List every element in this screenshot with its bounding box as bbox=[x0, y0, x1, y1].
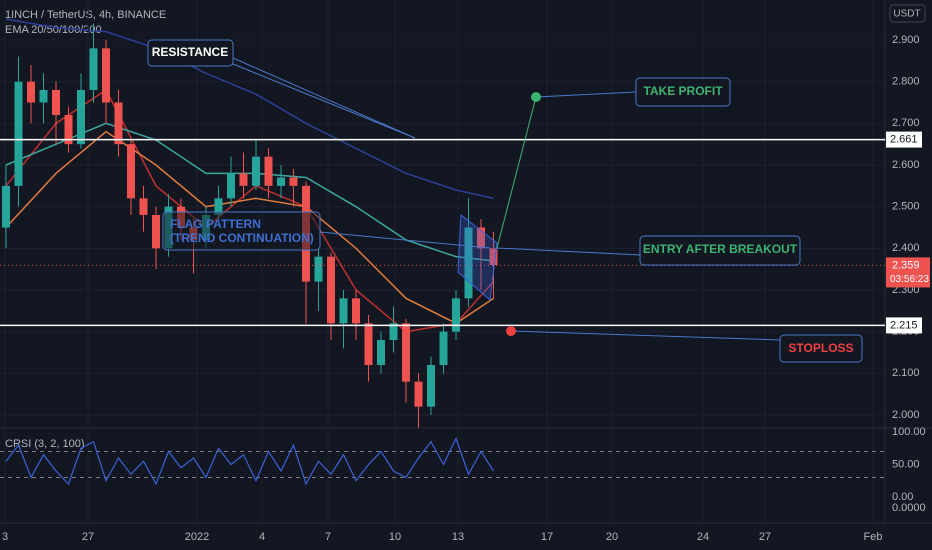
target-path bbox=[496, 96, 537, 249]
level-tag bbox=[886, 131, 922, 148]
level-label: 2.215 bbox=[890, 319, 918, 331]
candle-body bbox=[239, 173, 248, 186]
candle-body bbox=[327, 256, 335, 324]
currency[interactable]: USDT bbox=[893, 9, 920, 20]
price-tick: 2.400 bbox=[892, 242, 920, 254]
level-tag bbox=[886, 317, 922, 334]
tp-box bbox=[635, 77, 731, 107]
candle-body bbox=[464, 227, 473, 299]
time-label: 27 bbox=[82, 531, 94, 543]
rsi-tick: 50.00 bbox=[892, 458, 920, 470]
time-label: 27 bbox=[759, 531, 771, 543]
ema-line bbox=[5, 130, 494, 325]
candle-body bbox=[352, 298, 360, 324]
resistance-box bbox=[147, 39, 234, 67]
time-label: 3 bbox=[2, 531, 8, 543]
entry-pointer bbox=[496, 247, 641, 256]
resistance-pointer bbox=[232, 57, 416, 139]
candle-body bbox=[477, 227, 485, 249]
last-price-label: 2.359 bbox=[892, 259, 920, 271]
price-tick: 2.600 bbox=[892, 159, 920, 171]
candle-body bbox=[389, 323, 398, 340]
candle-body bbox=[264, 156, 273, 186]
take-profit-label: TAKE PROFIT bbox=[643, 84, 723, 98]
time-label: 20 bbox=[606, 531, 618, 543]
candle-body bbox=[139, 198, 148, 215]
candle-body bbox=[2, 185, 10, 228]
rsi-label: CRSI (3, 2, 100) bbox=[5, 438, 84, 450]
symbol-title: 1INCH / TetherUS, 4h, BINANCE bbox=[5, 9, 166, 21]
candle-body bbox=[289, 177, 298, 186]
stoploss-dot bbox=[506, 326, 516, 336]
candle-body bbox=[414, 381, 423, 407]
candle-body bbox=[489, 248, 498, 265]
time-label: 24 bbox=[697, 531, 709, 543]
resistance-pointer bbox=[232, 63, 416, 139]
candle-body bbox=[364, 323, 373, 365]
price-tick: 2.500 bbox=[892, 201, 920, 213]
ema-line bbox=[5, 18, 494, 200]
time-label: 2022 bbox=[185, 531, 209, 543]
stoploss-label: STOPLOSS bbox=[788, 341, 853, 355]
candle-body bbox=[77, 90, 85, 145]
rsi-tick: 100.00 bbox=[892, 426, 926, 438]
currency-box[interactable] bbox=[889, 4, 926, 23]
flag-label: FLAG PATTERN bbox=[170, 217, 261, 231]
candle-body bbox=[127, 144, 135, 199]
candle-body bbox=[114, 102, 123, 145]
resistance-label: RESISTANCE bbox=[152, 45, 228, 59]
candle-body bbox=[14, 81, 23, 186]
rsi-line bbox=[5, 436, 495, 486]
candle-body bbox=[89, 48, 98, 90]
candle-body bbox=[214, 198, 223, 215]
time-label: 4 bbox=[259, 531, 265, 543]
indicator-label: EMA 20/50/100/200 bbox=[5, 24, 102, 36]
candle-body bbox=[39, 90, 48, 103]
price-tick: 2.000 bbox=[892, 409, 920, 421]
price-tick: 2.100 bbox=[892, 367, 920, 379]
candle-body bbox=[314, 256, 323, 282]
candle-body bbox=[402, 323, 410, 382]
candle-body bbox=[377, 340, 385, 365]
candle-body bbox=[452, 298, 460, 332]
flag-pattern bbox=[457, 214, 498, 301]
entry-box bbox=[639, 235, 801, 266]
countdown: 03:56:23 bbox=[890, 274, 929, 285]
level-label: 2.661 bbox=[890, 133, 918, 145]
candle-body bbox=[227, 173, 235, 199]
time-label: Feb bbox=[864, 531, 883, 543]
price-tick: 2.900 bbox=[892, 34, 920, 46]
candle-body bbox=[102, 48, 110, 103]
candle-body bbox=[27, 81, 35, 103]
tp-pointer bbox=[535, 91, 637, 98]
time-label: 10 bbox=[389, 531, 401, 543]
time-label: 17 bbox=[541, 531, 553, 543]
flag-label: (TREND CONTINUATION) bbox=[170, 231, 314, 245]
sl-pointer bbox=[510, 330, 781, 341]
entry-label: ENTRY AFTER BREAKOUT bbox=[643, 242, 798, 256]
take-profit-dot bbox=[531, 92, 541, 102]
last-price-tag bbox=[886, 257, 930, 288]
candle-body bbox=[339, 298, 348, 324]
price-tick: 2.700 bbox=[892, 117, 920, 129]
time-label: 13 bbox=[452, 531, 464, 543]
rsi-tick: 0.00 bbox=[892, 491, 913, 503]
flag-box bbox=[162, 211, 321, 251]
sl-box bbox=[779, 334, 863, 363]
flag-pointer bbox=[319, 231, 491, 249]
candle-body bbox=[439, 331, 448, 365]
candle-body bbox=[152, 215, 160, 249]
time-label: 7 bbox=[325, 531, 331, 543]
price-tick: 2.800 bbox=[892, 76, 920, 88]
rsi-extra: 0.0000 bbox=[892, 502, 926, 514]
candle-body bbox=[52, 90, 60, 115]
candle-body bbox=[277, 177, 285, 186]
candle-body bbox=[427, 365, 435, 407]
candle-body bbox=[64, 115, 73, 145]
candle-body bbox=[252, 156, 260, 186]
